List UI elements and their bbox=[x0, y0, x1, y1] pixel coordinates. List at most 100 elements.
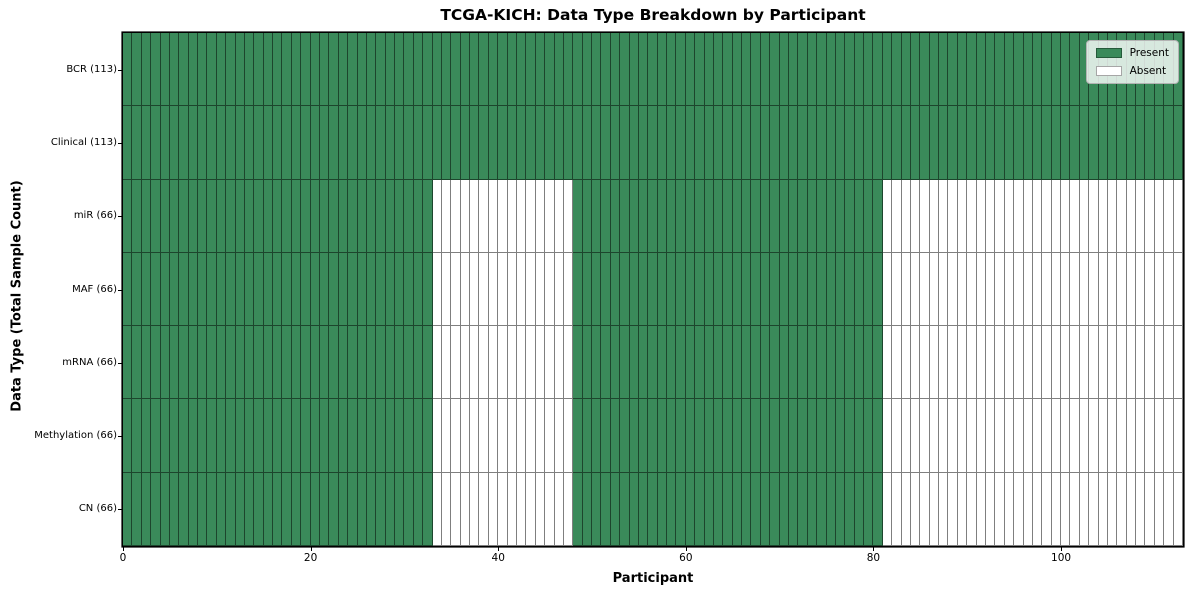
heatmap-cell bbox=[207, 252, 217, 327]
heatmap-cell bbox=[742, 252, 752, 327]
y-tick-mark bbox=[118, 69, 123, 71]
heatmap-cell bbox=[1079, 106, 1090, 180]
heatmap-cell bbox=[1173, 106, 1183, 180]
heatmap-cell bbox=[817, 326, 827, 400]
heatmap-cell bbox=[432, 179, 442, 253]
heatmap-cell bbox=[385, 33, 396, 107]
heatmap-cell bbox=[995, 472, 1005, 546]
heatmap-cell bbox=[1061, 326, 1071, 400]
heatmap-cell bbox=[1126, 326, 1137, 400]
x-tick-label: 20 bbox=[303, 552, 318, 564]
heatmap-cell bbox=[123, 179, 133, 253]
heatmap-cell bbox=[882, 252, 893, 327]
heatmap-cell bbox=[226, 472, 236, 546]
heatmap-cell bbox=[826, 106, 836, 180]
heatmap-cell bbox=[817, 399, 827, 473]
heatmap-cell bbox=[563, 399, 574, 473]
heatmap-cell bbox=[545, 33, 555, 107]
heatmap-cell bbox=[526, 33, 536, 107]
heatmap-cell bbox=[1145, 472, 1155, 546]
heatmap-cell bbox=[864, 399, 874, 473]
heatmap-cell bbox=[395, 179, 405, 253]
heatmap-cell bbox=[845, 472, 855, 546]
heatmap-cell bbox=[1014, 179, 1024, 253]
heatmap-cell bbox=[826, 33, 836, 107]
heatmap-cell bbox=[451, 326, 461, 400]
heatmap-cell bbox=[273, 326, 283, 400]
heatmap-cell bbox=[554, 33, 564, 107]
heatmap-cell bbox=[835, 106, 846, 180]
heatmap-cell bbox=[864, 472, 874, 546]
heatmap-cell bbox=[967, 179, 977, 253]
heatmap-cell bbox=[967, 472, 977, 546]
heatmap-cell bbox=[1098, 472, 1108, 546]
heatmap-cell bbox=[751, 33, 761, 107]
heatmap-cell bbox=[657, 472, 668, 546]
heatmap-cell bbox=[291, 252, 302, 327]
heatmap-cell bbox=[516, 252, 527, 327]
heatmap-cell bbox=[638, 399, 649, 473]
heatmap-cell bbox=[1023, 252, 1033, 327]
heatmap-cell bbox=[948, 179, 958, 253]
heatmap-cell bbox=[629, 472, 639, 546]
heatmap-cell bbox=[864, 33, 874, 107]
heatmap-cell bbox=[169, 399, 180, 473]
heatmap-cell bbox=[713, 179, 724, 253]
heatmap-cell bbox=[685, 106, 696, 180]
heatmap-cell bbox=[573, 106, 583, 180]
heatmap-cell bbox=[648, 326, 658, 400]
heatmap-cell bbox=[263, 106, 274, 180]
heatmap-cell bbox=[779, 179, 790, 253]
heatmap-cell bbox=[667, 326, 677, 400]
heatmap-cell bbox=[179, 472, 189, 546]
y-tick-mark bbox=[118, 289, 123, 291]
heatmap-cell bbox=[423, 252, 433, 327]
y-tick-mark bbox=[118, 142, 123, 144]
heatmap-cell bbox=[132, 179, 142, 253]
heatmap-cell bbox=[498, 399, 508, 473]
heatmap-cell bbox=[732, 399, 743, 473]
heatmap-cell bbox=[535, 472, 546, 546]
heatmap-cell bbox=[273, 106, 283, 180]
heatmap-cell bbox=[470, 399, 480, 473]
heatmap-cell bbox=[1136, 106, 1146, 180]
heatmap-cell bbox=[263, 472, 274, 546]
heatmap-cell bbox=[1164, 252, 1174, 327]
heatmap-cell bbox=[479, 399, 489, 473]
heatmap-cell bbox=[873, 472, 883, 546]
heatmap-cell bbox=[976, 472, 986, 546]
heatmap-cell bbox=[198, 326, 208, 400]
heatmap-cell bbox=[929, 252, 940, 327]
heatmap-cell bbox=[263, 326, 274, 400]
heatmap-cell bbox=[338, 106, 349, 180]
heatmap-cell bbox=[592, 179, 602, 253]
heatmap-cell bbox=[366, 252, 377, 327]
heatmap-cell bbox=[160, 399, 170, 473]
heatmap-cell bbox=[1014, 106, 1024, 180]
heatmap-cell bbox=[704, 33, 714, 107]
heatmap-cell bbox=[582, 179, 593, 253]
heatmap-cell bbox=[1107, 326, 1118, 400]
heatmap-cell bbox=[957, 33, 968, 107]
heatmap-cell bbox=[291, 399, 302, 473]
heatmap-cell bbox=[657, 179, 668, 253]
heatmap-cell bbox=[760, 399, 771, 473]
heatmap-cell bbox=[901, 326, 911, 400]
heatmap-cell bbox=[704, 106, 714, 180]
heatmap-cell bbox=[704, 179, 714, 253]
heatmap-cell bbox=[573, 33, 583, 107]
heatmap-cell bbox=[348, 399, 358, 473]
heatmap-cell bbox=[423, 106, 433, 180]
heatmap-cell bbox=[1136, 252, 1146, 327]
heatmap-cell bbox=[1117, 179, 1127, 253]
heatmap-cell bbox=[132, 252, 142, 327]
heatmap-cell bbox=[451, 399, 461, 473]
x-tick-label: 100 bbox=[1051, 552, 1072, 564]
heatmap-cell bbox=[948, 106, 958, 180]
x-tick-label: 60 bbox=[679, 552, 693, 564]
heatmap-cell bbox=[685, 179, 696, 253]
heatmap-cell bbox=[742, 179, 752, 253]
heatmap-cell bbox=[901, 179, 911, 253]
heatmap-cell bbox=[385, 326, 396, 400]
heatmap-cell bbox=[151, 399, 161, 473]
